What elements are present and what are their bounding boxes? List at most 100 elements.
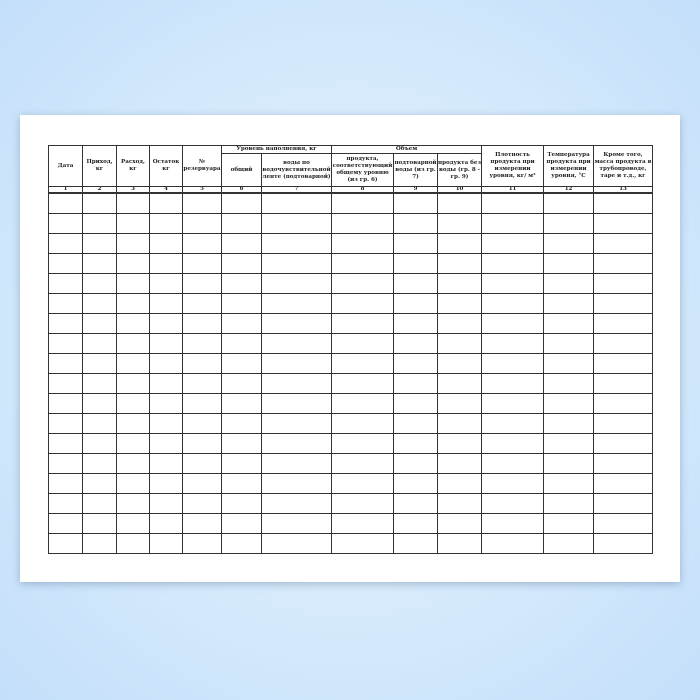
table-cell[interactable] [331, 493, 395, 514]
table-cell[interactable] [331, 213, 395, 234]
table-cell[interactable] [260, 313, 333, 334]
table-cell[interactable] [543, 513, 595, 534]
table-cell[interactable] [48, 453, 83, 474]
table-cell[interactable] [182, 513, 222, 534]
table-cell[interactable] [149, 433, 183, 454]
table-cell[interactable] [260, 533, 333, 554]
table-cell[interactable] [182, 373, 222, 394]
table-cell[interactable] [331, 313, 395, 334]
table-cell[interactable] [260, 253, 333, 274]
table-cell[interactable] [182, 433, 222, 454]
table-cell[interactable] [116, 353, 150, 374]
table-cell[interactable] [82, 233, 117, 254]
table-cell[interactable] [82, 373, 117, 394]
table-cell[interactable] [393, 373, 439, 394]
table-cell[interactable] [260, 293, 333, 314]
table-cell[interactable] [593, 213, 654, 234]
table-cell[interactable] [149, 453, 183, 474]
table-cell[interactable] [48, 353, 83, 374]
table-cell[interactable] [182, 533, 222, 554]
table-cell[interactable] [543, 213, 595, 234]
table-cell[interactable] [543, 533, 595, 554]
table-cell[interactable] [331, 273, 395, 294]
table-cell[interactable] [593, 233, 654, 254]
table-cell[interactable] [182, 493, 222, 514]
table-cell[interactable] [182, 273, 222, 294]
table-cell[interactable] [481, 493, 545, 514]
table-cell[interactable] [331, 473, 395, 494]
table-cell[interactable] [48, 293, 83, 314]
table-cell[interactable] [149, 513, 183, 534]
table-cell[interactable] [48, 192, 83, 214]
table-cell[interactable] [149, 333, 183, 354]
table-cell[interactable] [149, 253, 183, 274]
table-cell[interactable] [149, 393, 183, 414]
table-cell[interactable] [260, 233, 333, 254]
table-cell[interactable] [437, 192, 483, 214]
table-cell[interactable] [260, 433, 333, 454]
table-cell[interactable] [481, 393, 545, 414]
table-cell[interactable] [221, 533, 262, 554]
table-cell[interactable] [116, 233, 150, 254]
table-cell[interactable] [48, 493, 83, 514]
table-cell[interactable] [331, 393, 395, 414]
table-cell[interactable] [481, 453, 545, 474]
table-cell[interactable] [221, 333, 262, 354]
table-cell[interactable] [593, 313, 654, 334]
table-cell[interactable] [82, 333, 117, 354]
table-cell[interactable] [481, 413, 545, 434]
table-cell[interactable] [116, 473, 150, 494]
table-cell[interactable] [437, 433, 483, 454]
table-cell[interactable] [393, 513, 439, 534]
table-cell[interactable] [593, 413, 654, 434]
table-cell[interactable] [48, 333, 83, 354]
table-cell[interactable] [437, 233, 483, 254]
table-cell[interactable] [260, 333, 333, 354]
table-cell[interactable] [260, 192, 333, 214]
table-cell[interactable] [221, 513, 262, 534]
table-cell[interactable] [182, 333, 222, 354]
table-cell[interactable] [393, 213, 439, 234]
table-cell[interactable] [82, 413, 117, 434]
table-cell[interactable] [116, 513, 150, 534]
table-cell[interactable] [481, 253, 545, 274]
table-cell[interactable] [437, 333, 483, 354]
table-cell[interactable] [221, 233, 262, 254]
table-cell[interactable] [481, 192, 545, 214]
table-cell[interactable] [149, 192, 183, 214]
table-cell[interactable] [182, 293, 222, 314]
table-cell[interactable] [593, 393, 654, 414]
table-cell[interactable] [149, 293, 183, 314]
table-cell[interactable] [48, 513, 83, 534]
table-cell[interactable] [593, 433, 654, 454]
table-cell[interactable] [260, 373, 333, 394]
table-cell[interactable] [437, 253, 483, 274]
table-cell[interactable] [481, 353, 545, 374]
table-cell[interactable] [221, 253, 262, 274]
table-cell[interactable] [260, 473, 333, 494]
table-cell[interactable] [82, 533, 117, 554]
table-cell[interactable] [82, 293, 117, 314]
table-cell[interactable] [116, 192, 150, 214]
table-cell[interactable] [331, 333, 395, 354]
table-cell[interactable] [481, 213, 545, 234]
table-cell[interactable] [82, 513, 117, 534]
table-cell[interactable] [593, 453, 654, 474]
table-cell[interactable] [437, 513, 483, 534]
table-cell[interactable] [82, 393, 117, 414]
table-cell[interactable] [260, 353, 333, 374]
table-cell[interactable] [393, 493, 439, 514]
table-cell[interactable] [437, 273, 483, 294]
table-cell[interactable] [82, 192, 117, 214]
table-cell[interactable] [593, 253, 654, 274]
table-cell[interactable] [82, 273, 117, 294]
table-cell[interactable] [393, 233, 439, 254]
table-cell[interactable] [593, 333, 654, 354]
table-cell[interactable] [48, 313, 83, 334]
table-cell[interactable] [221, 192, 262, 214]
table-cell[interactable] [82, 493, 117, 514]
table-cell[interactable] [260, 213, 333, 234]
table-cell[interactable] [437, 493, 483, 514]
table-cell[interactable] [48, 393, 83, 414]
table-cell[interactable] [182, 393, 222, 414]
